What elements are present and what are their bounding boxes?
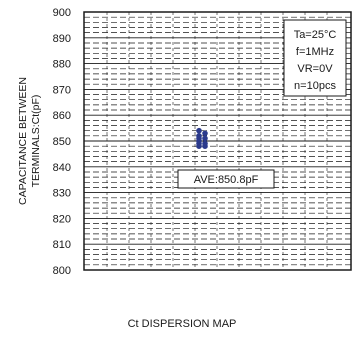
y-tick-label: 820 [53, 213, 71, 225]
plot-frame [83, 11, 352, 271]
conditions-box-frame [283, 19, 347, 97]
data-points [196, 127, 208, 149]
y-tick-label: 840 [53, 162, 71, 174]
y-axis-title-line-1: CAPACITANCE BETWEEN [17, 77, 29, 205]
data-point [202, 130, 208, 137]
grid [84, 12, 351, 270]
y-axis-title-line-2: TERMINALS:Ct(pF) [30, 95, 42, 188]
y-tick-label: 890 [53, 33, 71, 45]
data-point [202, 135, 208, 142]
y-tick-label: 800 [53, 265, 71, 277]
data-point [196, 143, 202, 149]
y-tick-labels: 800 810 820 830 840 850 860 870 880 890 900 [53, 7, 71, 277]
y-tick-label: 860 [53, 110, 71, 122]
y-axis-title: CAPACITANCE BETWEEN TERMINALS:Ct(pF) [17, 77, 42, 205]
chart-caption: Ct DISPERSION MAP [127, 318, 237, 330]
average-label: AVE:850.8pF [194, 174, 259, 186]
average-box-frame [177, 169, 275, 189]
y-tick-label: 900 [53, 7, 71, 19]
y-tick-label: 870 [53, 84, 71, 96]
data-point [202, 143, 208, 149]
y-tick-label: 830 [53, 188, 71, 200]
y-tick-label: 880 [53, 59, 71, 71]
y-tick-label: 850 [53, 136, 71, 148]
conditions-box: Ta=25°C f=1MHz VR=0V n=10pcs [283, 19, 347, 97]
condition-temperature: Ta=25°C [294, 29, 337, 41]
data-point [196, 127, 202, 134]
condition-voltage: VR=0V [297, 63, 333, 75]
data-point [196, 135, 202, 142]
average-box: AVE:850.8pF [177, 169, 275, 189]
condition-frequency: f=1MHz [296, 46, 334, 58]
condition-sample-count: n=10pcs [294, 80, 336, 92]
y-tick-label: 810 [53, 239, 71, 251]
